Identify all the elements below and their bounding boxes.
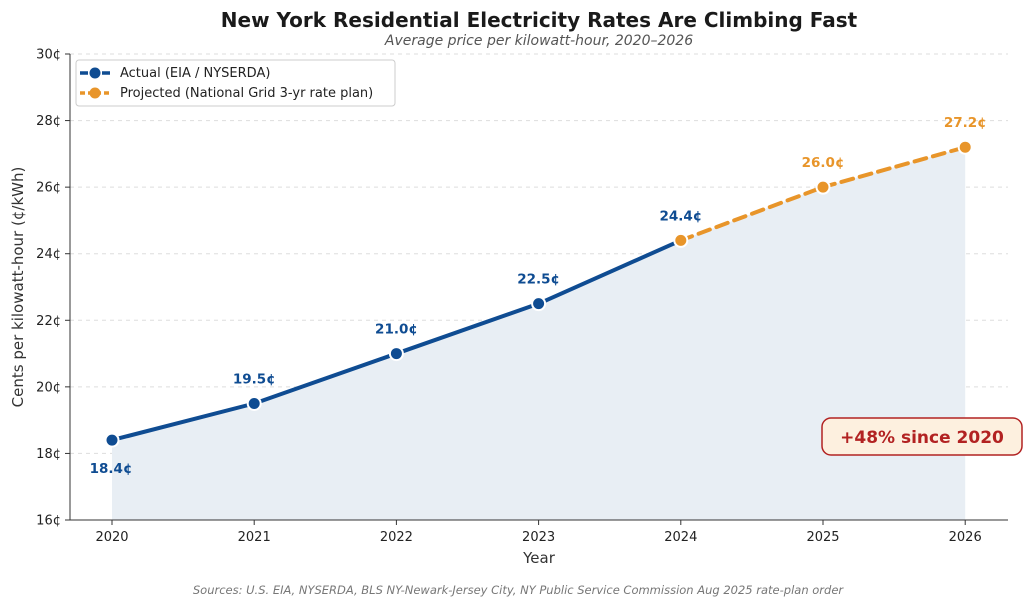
source-note: Sources: U.S. EIA, NYSERDA, BLS NY-Newar… — [193, 583, 845, 597]
callout: +48% since 2020 — [821, 417, 1023, 456]
callout-box — [821, 417, 1023, 456]
data-labels: 18.4¢ 19.5¢ 21.0¢ 22.5¢ 24.4¢ 26.0¢ 27.2¢ — [90, 115, 987, 477]
x-axis-label: Year — [522, 549, 556, 567]
legend-box — [75, 59, 396, 107]
legend-actual-marker — [89, 67, 101, 79]
callout-text: +48% since 2020 — [840, 428, 1004, 448]
data-label: 26.0¢ — [802, 155, 845, 171]
x-tick-label: 2020 — [95, 530, 128, 545]
y-tick-label: 28¢ — [36, 114, 61, 129]
y-tick-label: 26¢ — [36, 181, 61, 196]
x-axis-ticks: 2020 2021 2022 2023 2024 2025 2026 — [95, 520, 982, 545]
chart-title: New York Residential Electricity Rates A… — [221, 8, 858, 32]
legend: Actual (EIA / NYSERDA) Projected (Nation… — [75, 59, 396, 107]
projected-point — [673, 232, 689, 248]
series-group — [104, 139, 973, 448]
y-tick-label: 20¢ — [36, 380, 61, 395]
legend-projected-marker — [89, 87, 101, 99]
data-label: 22.5¢ — [517, 272, 560, 288]
x-tick-label: 2026 — [949, 530, 982, 545]
projected-point — [815, 179, 831, 195]
x-tick-label: 2024 — [664, 530, 697, 545]
chart-subtitle: Average price per kilowatt-hour, 2020–20… — [384, 33, 693, 49]
data-label: 24.4¢ — [659, 208, 702, 224]
y-tick-label: 22¢ — [36, 314, 61, 329]
legend-actual-label: Actual (EIA / NYSERDA) — [120, 66, 270, 81]
actual-point — [531, 296, 547, 312]
actual-point — [246, 396, 262, 411]
actual-point — [388, 346, 404, 362]
legend-projected-label: Projected (National Grid 3-yr rate plan) — [120, 86, 373, 101]
actual-point — [104, 432, 120, 448]
data-label: 19.5¢ — [233, 372, 276, 388]
y-tick-label: 16¢ — [36, 514, 61, 529]
x-tick-label: 2021 — [238, 530, 271, 545]
x-tick-label: 2025 — [806, 530, 839, 545]
y-tick-label: 24¢ — [36, 247, 61, 262]
data-label: 18.4¢ — [90, 461, 133, 477]
y-axis-label: Cents per kilowatt-hour (¢/kWh) — [9, 167, 27, 408]
data-label: 27.2¢ — [944, 115, 987, 131]
data-label: 21.0¢ — [375, 322, 418, 338]
y-tick-label: 18¢ — [36, 447, 61, 462]
area-fill — [112, 147, 966, 520]
y-tick-label: 30¢ — [36, 48, 61, 63]
y-axis-ticks: 16¢ 18¢ 20¢ 22¢ 24¢ 26¢ 28¢ 30¢ — [36, 48, 70, 529]
x-tick-label: 2023 — [522, 530, 555, 545]
x-tick-label: 2022 — [380, 530, 413, 545]
projected-point — [957, 139, 973, 155]
